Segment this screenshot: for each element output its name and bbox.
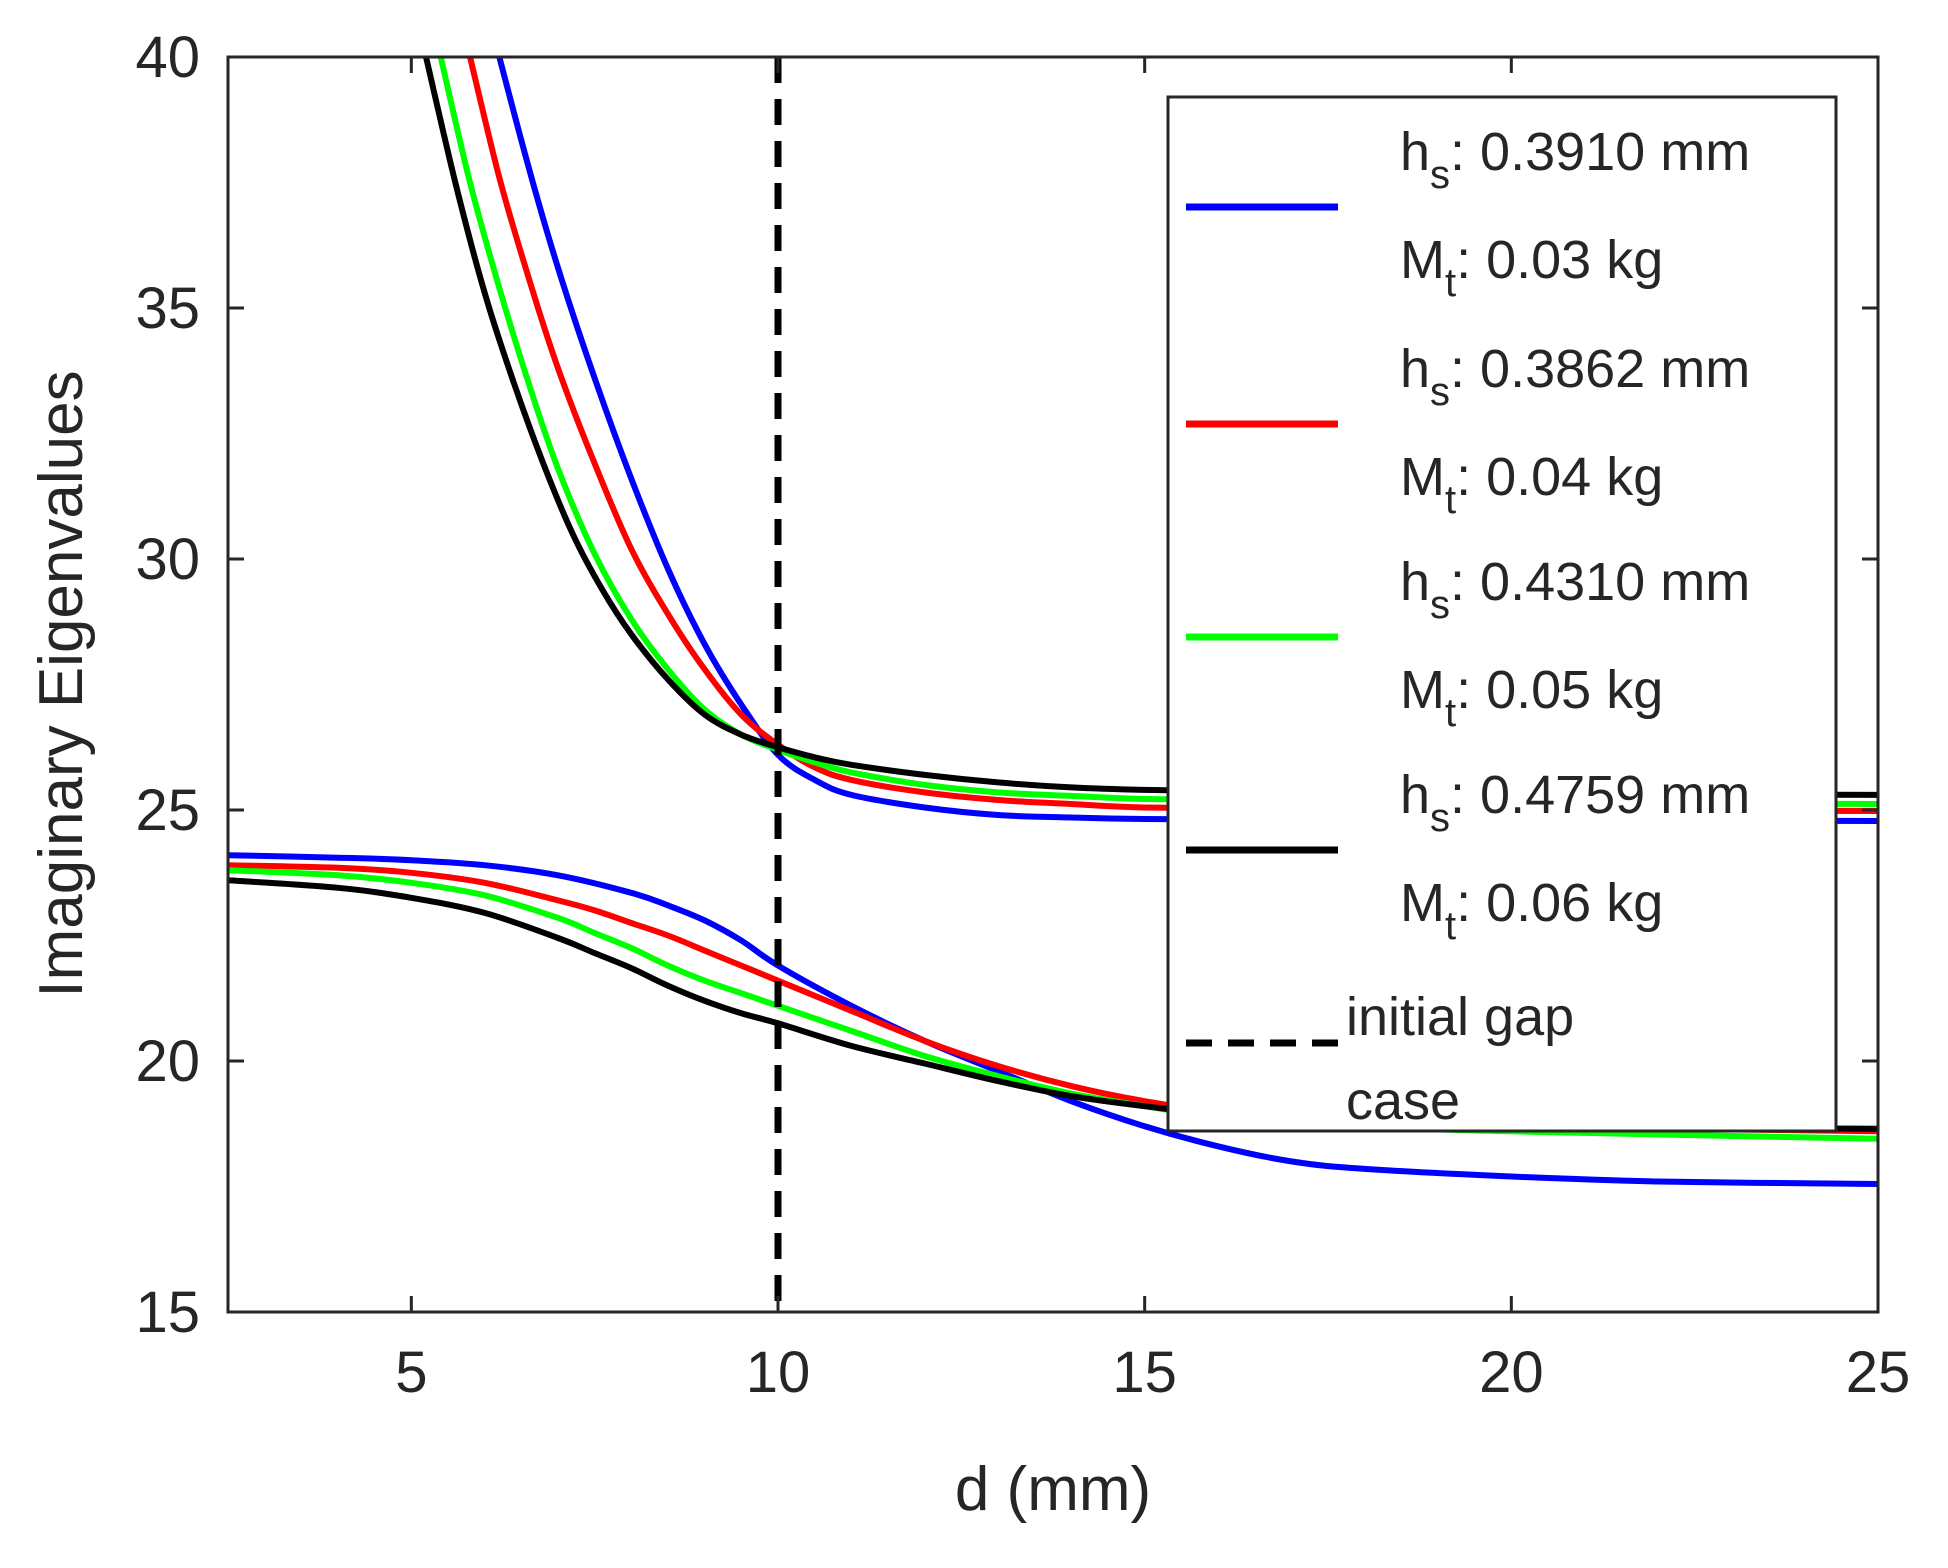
legend-entry-1: hs: 0.3910 mm Mt: 0.03 kg [1186, 122, 1750, 305]
x-tick-label: 20 [1479, 1340, 1544, 1405]
legend-entry-4: hs: 0.4759 mm Mt: 0.06 kg [1186, 765, 1750, 948]
legend-label-m: Mt: 0.06 kg [1400, 873, 1663, 948]
legend-label-h: hs: 0.3862 mm [1400, 339, 1750, 414]
x-tick-label: 15 [1112, 1340, 1177, 1405]
legend-entry-3: hs: 0.4310 mm Mt: 0.05 kg [1186, 552, 1750, 735]
y-tick-label: 15 [135, 1280, 200, 1345]
y-tick-label: 30 [135, 527, 200, 592]
legend-label-h: hs: 0.3910 mm [1400, 122, 1750, 197]
y-tick-label: 35 [135, 276, 200, 341]
legend-entry-2: hs: 0.3862 mm Mt: 0.04 kg [1186, 339, 1750, 522]
y-tick-label: 20 [135, 1029, 200, 1094]
x-tick-label: 5 [395, 1340, 427, 1405]
legend-label-m: Mt: 0.04 kg [1400, 447, 1663, 522]
legend-label-h: hs: 0.4759 mm [1400, 765, 1750, 840]
x-tick-label: 25 [1846, 1340, 1911, 1405]
legend-entry-reference: initial gap case [1186, 987, 1574, 1131]
legend-box [1166, 95, 1838, 1133]
plot-area-frame [226, 55, 1880, 1314]
y-axis-label: Imaginary Eigenvalues [27, 370, 96, 997]
legend-label-h: hs: 0.4310 mm [1400, 552, 1750, 627]
y-tick-label: 40 [135, 25, 200, 90]
tick-layer: 5 10 15 20 25 15 20 25 30 35 40 [135, 25, 1910, 1405]
y-tick-label: 25 [135, 778, 200, 843]
legend-label-reference-line1: initial gap [1346, 987, 1574, 1047]
x-tick-label: 10 [746, 1340, 811, 1405]
legend-label-m: Mt: 0.03 kg [1400, 230, 1663, 305]
x-axis-label: d (mm) [955, 1455, 1151, 1524]
legend-label-reference-line2: case [1346, 1071, 1460, 1131]
legend: hs: 0.3910 mm Mt: 0.03 kg hs: 0.3862 mm Mt:… [1166, 95, 1838, 1133]
legend-label-m: Mt: 0.05 kg [1400, 660, 1663, 735]
